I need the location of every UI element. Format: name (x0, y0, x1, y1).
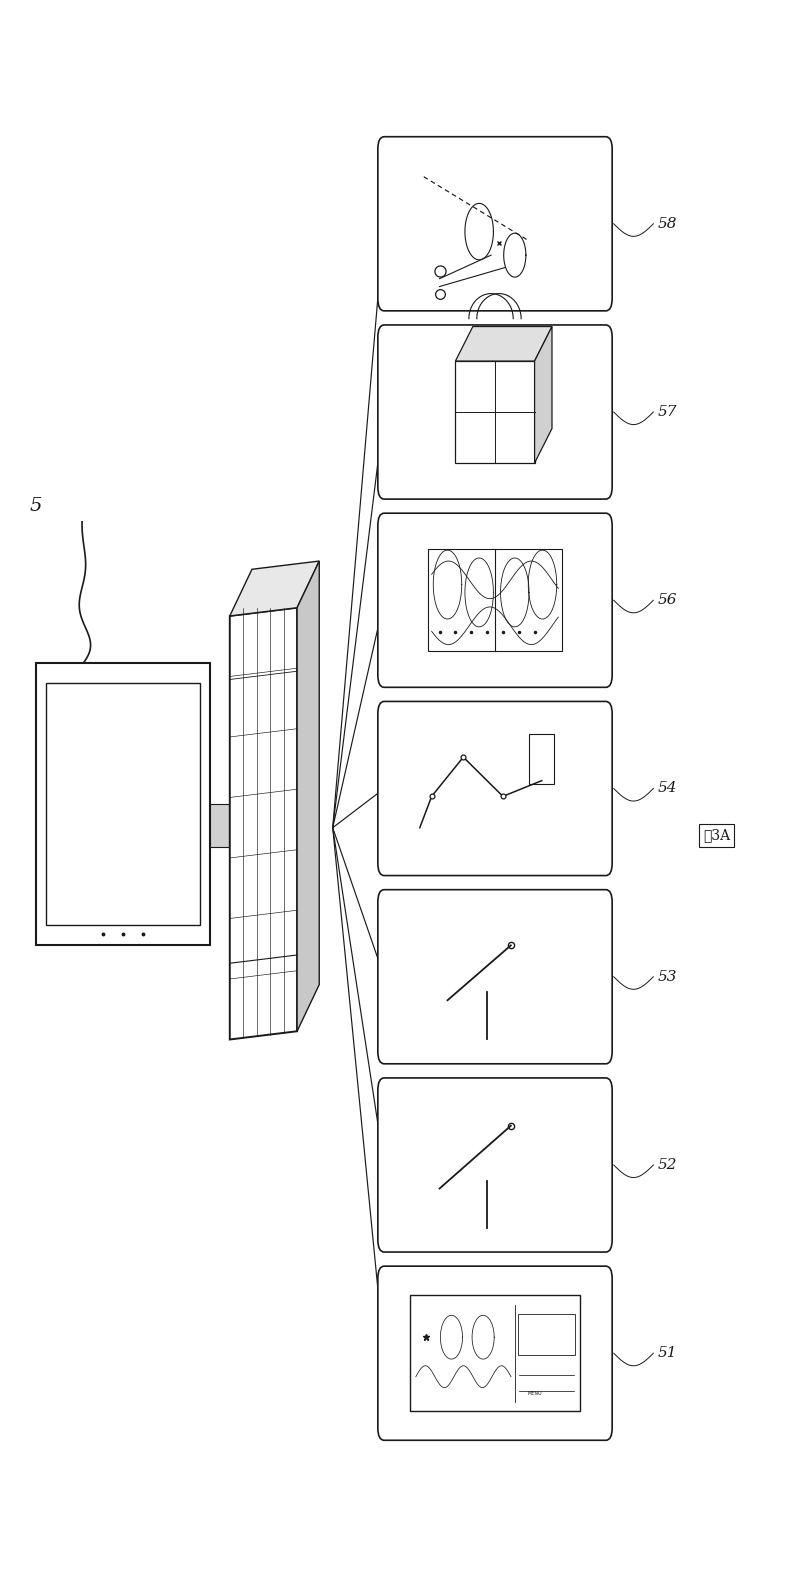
Polygon shape (428, 549, 562, 651)
FancyBboxPatch shape (378, 1266, 612, 1440)
Polygon shape (36, 662, 210, 945)
FancyBboxPatch shape (378, 702, 612, 875)
Text: 58: 58 (658, 216, 677, 230)
Polygon shape (455, 361, 534, 464)
Text: 57: 57 (658, 405, 677, 419)
Polygon shape (230, 561, 319, 617)
FancyBboxPatch shape (378, 889, 612, 1064)
FancyBboxPatch shape (378, 325, 612, 498)
Text: 図3A: 図3A (703, 828, 730, 842)
FancyBboxPatch shape (518, 1314, 575, 1355)
Text: 54: 54 (658, 782, 677, 795)
Polygon shape (455, 326, 552, 361)
Polygon shape (46, 683, 200, 926)
Polygon shape (230, 607, 297, 1039)
Text: 51: 51 (658, 1347, 677, 1361)
FancyBboxPatch shape (529, 733, 554, 784)
Text: 53: 53 (658, 970, 677, 984)
FancyBboxPatch shape (410, 1295, 581, 1411)
FancyBboxPatch shape (378, 137, 612, 311)
Polygon shape (297, 561, 319, 1031)
Polygon shape (210, 804, 230, 847)
FancyBboxPatch shape (378, 513, 612, 688)
FancyBboxPatch shape (378, 1079, 612, 1252)
Text: MENU: MENU (527, 1391, 542, 1396)
Polygon shape (534, 326, 552, 464)
Text: 56: 56 (658, 593, 677, 607)
Text: 52: 52 (658, 1158, 677, 1172)
Text: 5: 5 (30, 497, 42, 516)
